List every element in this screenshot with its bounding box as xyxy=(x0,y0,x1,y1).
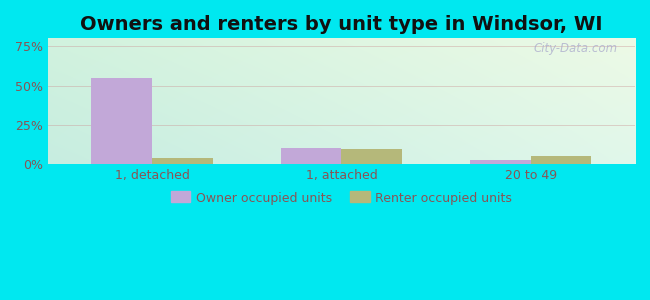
Bar xyxy=(281,148,341,164)
Bar xyxy=(531,156,592,164)
Title: Owners and renters by unit type in Windsor, WI: Owners and renters by unit type in Winds… xyxy=(80,15,603,34)
Legend: Owner occupied units, Renter occupied units: Owner occupied units, Renter occupied un… xyxy=(164,185,519,211)
Text: City-Data.com: City-Data.com xyxy=(533,42,618,55)
Bar xyxy=(92,79,152,164)
Bar xyxy=(470,160,531,164)
Bar xyxy=(341,149,402,164)
Bar xyxy=(152,158,213,164)
